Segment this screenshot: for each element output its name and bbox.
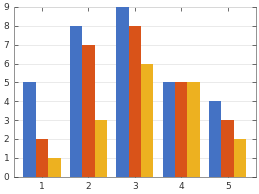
Bar xyxy=(70,26,82,177)
Bar xyxy=(234,139,246,177)
Bar xyxy=(221,120,234,177)
Bar xyxy=(129,26,141,177)
Bar xyxy=(82,45,95,177)
Bar xyxy=(36,139,48,177)
Bar xyxy=(141,64,153,177)
Bar xyxy=(188,82,200,177)
Bar xyxy=(175,82,188,177)
Bar xyxy=(23,82,36,177)
Bar xyxy=(163,82,175,177)
Bar xyxy=(116,7,129,177)
Bar xyxy=(95,120,107,177)
Bar xyxy=(209,101,221,177)
Bar xyxy=(48,158,61,177)
